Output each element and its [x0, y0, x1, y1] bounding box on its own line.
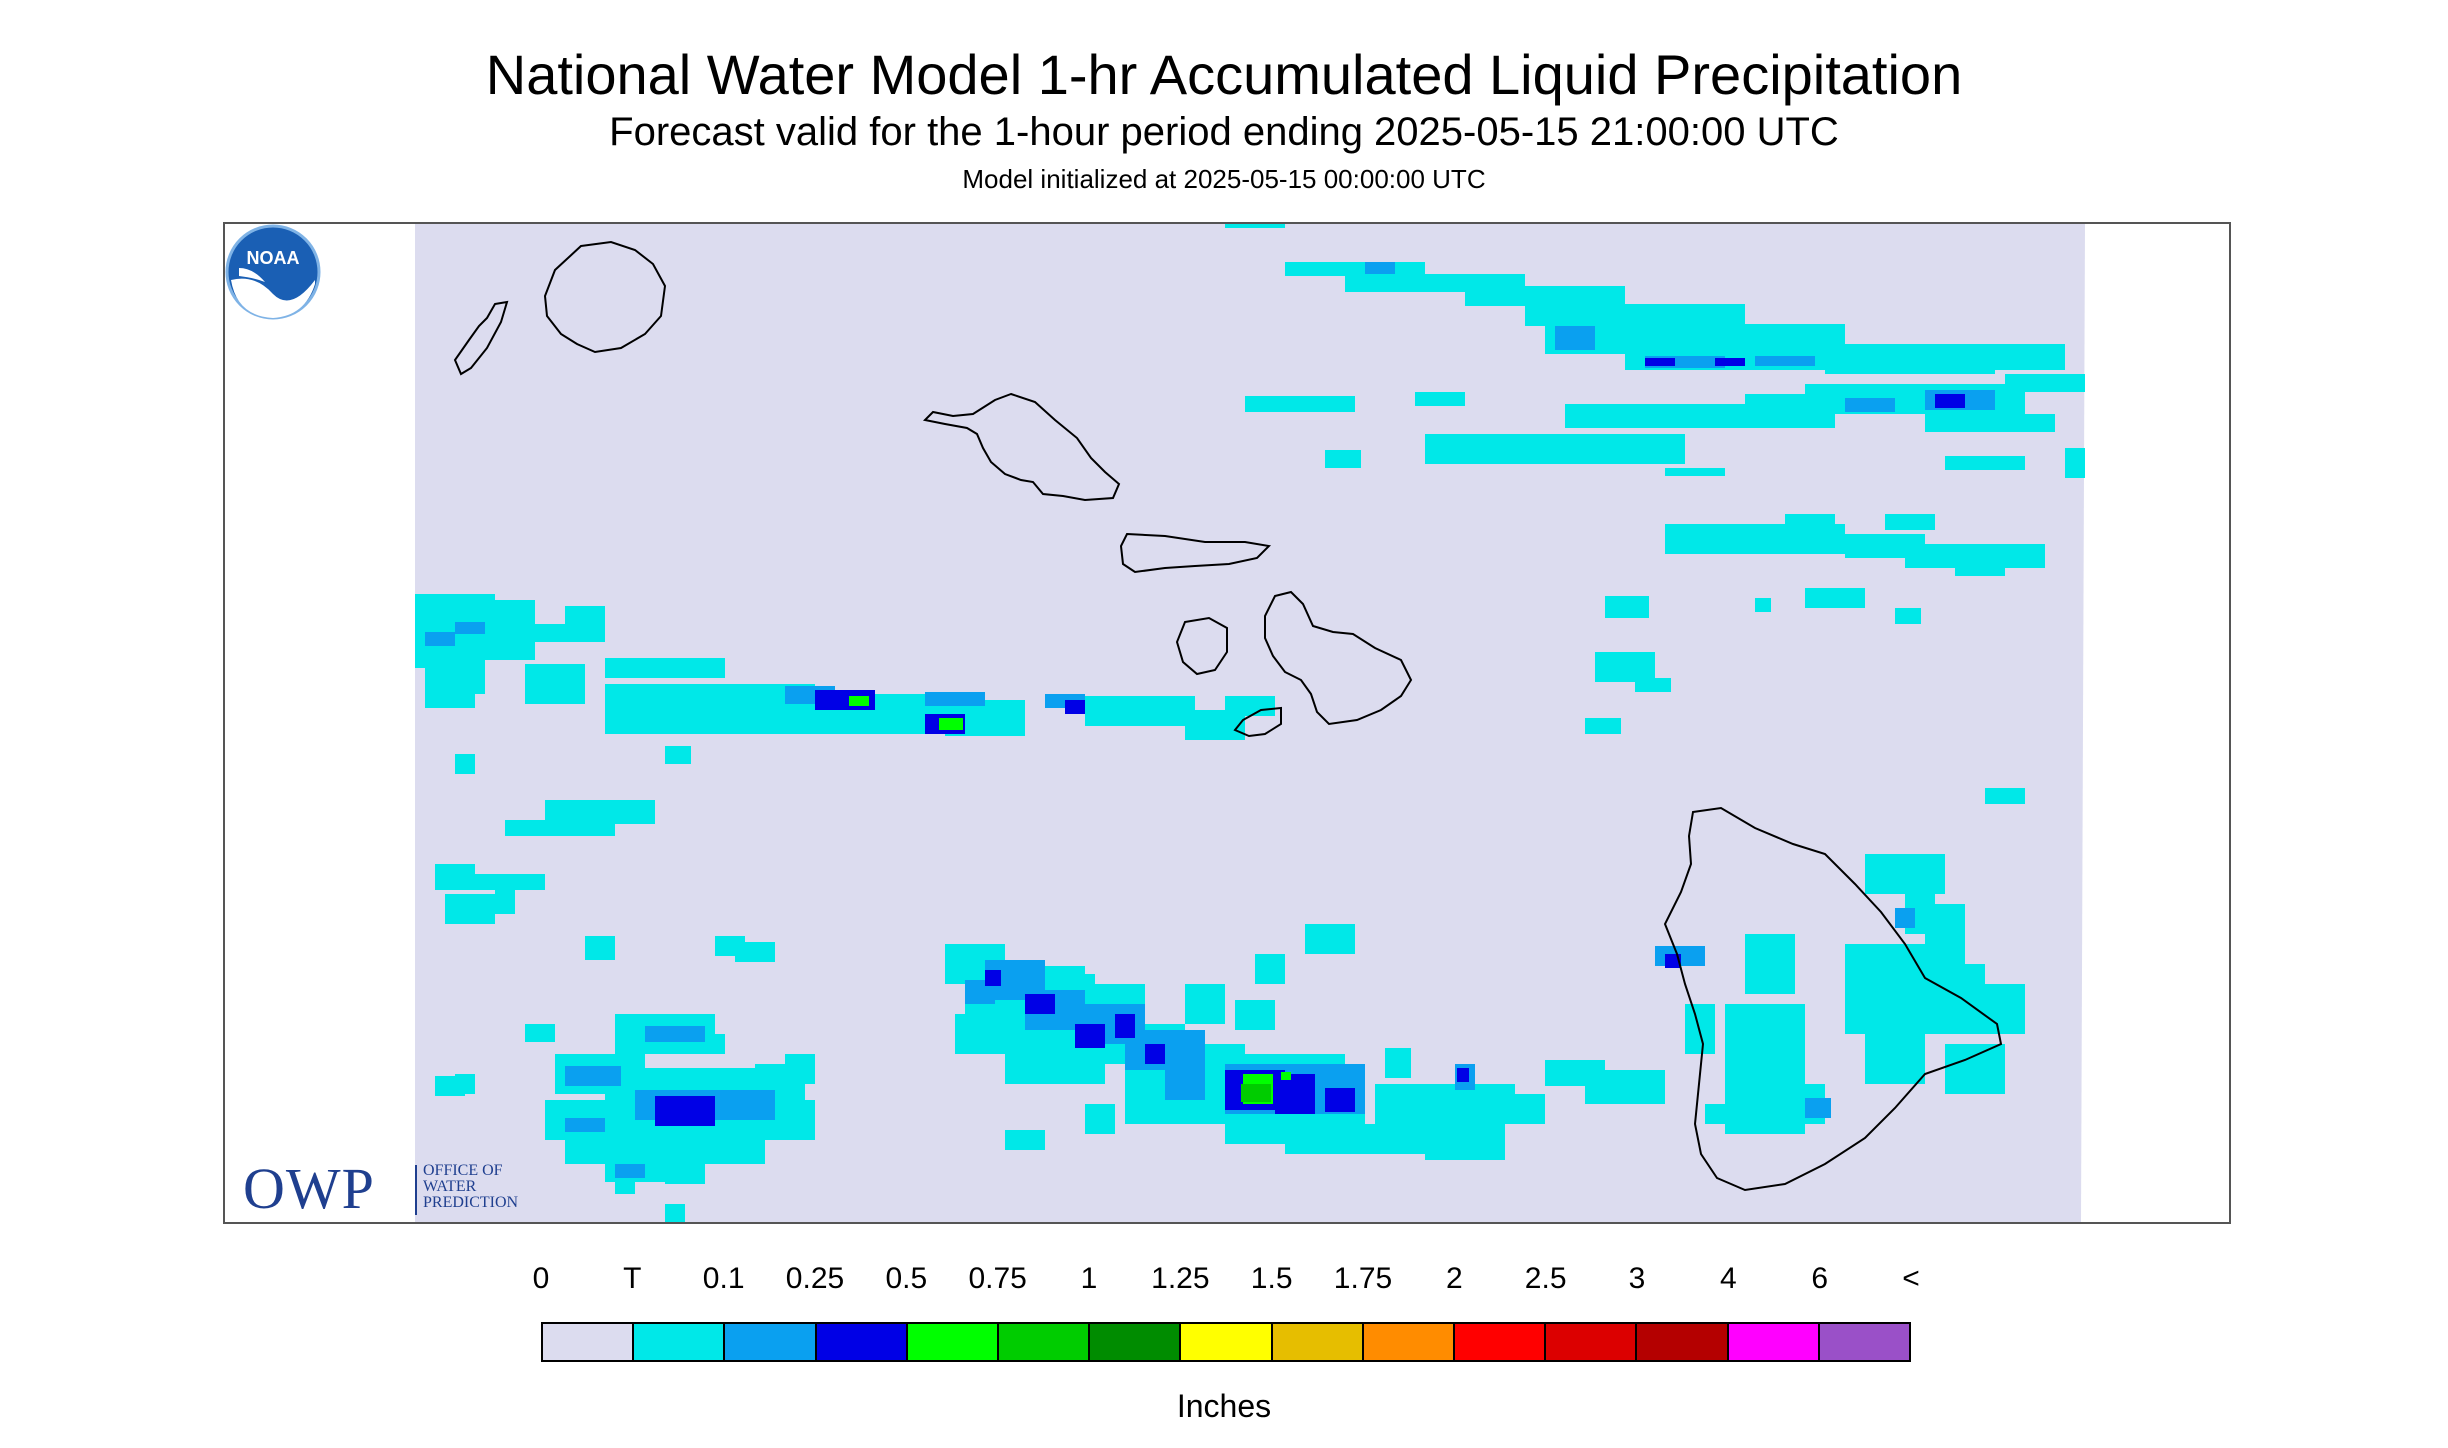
legend-tick-label: 0 [532, 1262, 550, 1295]
legend-swatch [634, 1324, 726, 1360]
owp-mark: OWP [243, 1156, 375, 1221]
owp-line3: PREDICTION [423, 1194, 519, 1211]
owp-line1: OFFICE OF [423, 1162, 503, 1179]
legend-tick-label: 4 [1719, 1262, 1737, 1295]
page-title: National Water Model 1-hr Accumulated Li… [485, 43, 1963, 106]
owp-line2: WATER [423, 1178, 477, 1195]
legend-tick-label: 0.1 [702, 1262, 745, 1295]
maui-outline [1264, 590, 1413, 726]
noaa-logo-text: NOAA [247, 248, 300, 268]
legend-swatch [1637, 1324, 1729, 1360]
legend-swatch [1546, 1324, 1638, 1360]
legend-swatch [816, 1324, 908, 1360]
legend-tick-label: 3 [1628, 1262, 1646, 1295]
precipitation-map: OWP OFFICE OF WATER PREDICTION NOAA [223, 222, 2231, 1224]
lanai-outline [1175, 616, 1228, 676]
kauai-outline [543, 240, 667, 354]
left-margin [225, 224, 415, 1222]
molokai-outline [1119, 532, 1272, 574]
legend-swatch [1181, 1324, 1273, 1360]
forecast-valid-subtitle: Forecast valid for the 1-hour period end… [609, 110, 1839, 154]
legend-tick-label: 6 [1811, 1262, 1828, 1295]
owp-logo: OWP OFFICE OF WATER PREDICTION [243, 1159, 563, 1219]
kahoolawe-outline [1233, 706, 1282, 738]
legend-tick-label: 1 [1080, 1262, 1098, 1295]
noaa-logo: NOAA [225, 224, 321, 320]
hawaii-outline [1663, 806, 2003, 1192]
legend-tick-label: 1.75 [1333, 1262, 1393, 1295]
right-margin [2085, 224, 2229, 1222]
legend-swatch [999, 1324, 1091, 1360]
legend-swatch [543, 1324, 635, 1360]
legend-swatch [1363, 1324, 1456, 1360]
legend-tick-label: 0.5 [885, 1262, 928, 1295]
legend-tick-label: 2.5 [1524, 1262, 1567, 1295]
legend-tick-label: 0.75 [968, 1262, 1027, 1295]
legend-swatch [907, 1324, 1000, 1360]
owp-name: OFFICE OF WATER PREDICTION [423, 1163, 518, 1211]
legend-tick-label: 1.5 [1250, 1262, 1293, 1295]
legend-tick-label: 0.25 [785, 1262, 845, 1295]
legend-swatch [1090, 1324, 1182, 1360]
oahu-outline [922, 392, 1121, 502]
legend-swatch [1728, 1324, 1820, 1360]
legend-tick-label: < [1902, 1262, 1920, 1295]
legend-units: Inches [1176, 1388, 1272, 1424]
legend-swatch [1455, 1324, 1547, 1360]
legend-colorbar [541, 1322, 1911, 1362]
precip-mid-green [1241, 1084, 1271, 1102]
legend-swatch [725, 1324, 817, 1360]
niihau-outline [453, 300, 509, 376]
model-init-text: Model initialized at 2025-05-15 00:00:00… [962, 164, 1486, 194]
legend-tick-label: T [623, 1262, 642, 1295]
precip-legend: 0 T 0.1 0.25 0.5 0.75 1 1.25 1.5 1.75 2 2.5 3 4 6 < [533, 1262, 1920, 1382]
precip-dark-blue [655, 358, 1965, 1126]
legend-swatch [1819, 1324, 1910, 1360]
legend-tick-label: 2 [1445, 1262, 1463, 1295]
island-coastlines [453, 240, 2003, 1192]
legend-tick-label: 1.25 [1151, 1262, 1210, 1295]
owp-separator [415, 1165, 417, 1215]
legend-swatch [1272, 1324, 1364, 1360]
hawaii-map-svg [225, 224, 2229, 1222]
